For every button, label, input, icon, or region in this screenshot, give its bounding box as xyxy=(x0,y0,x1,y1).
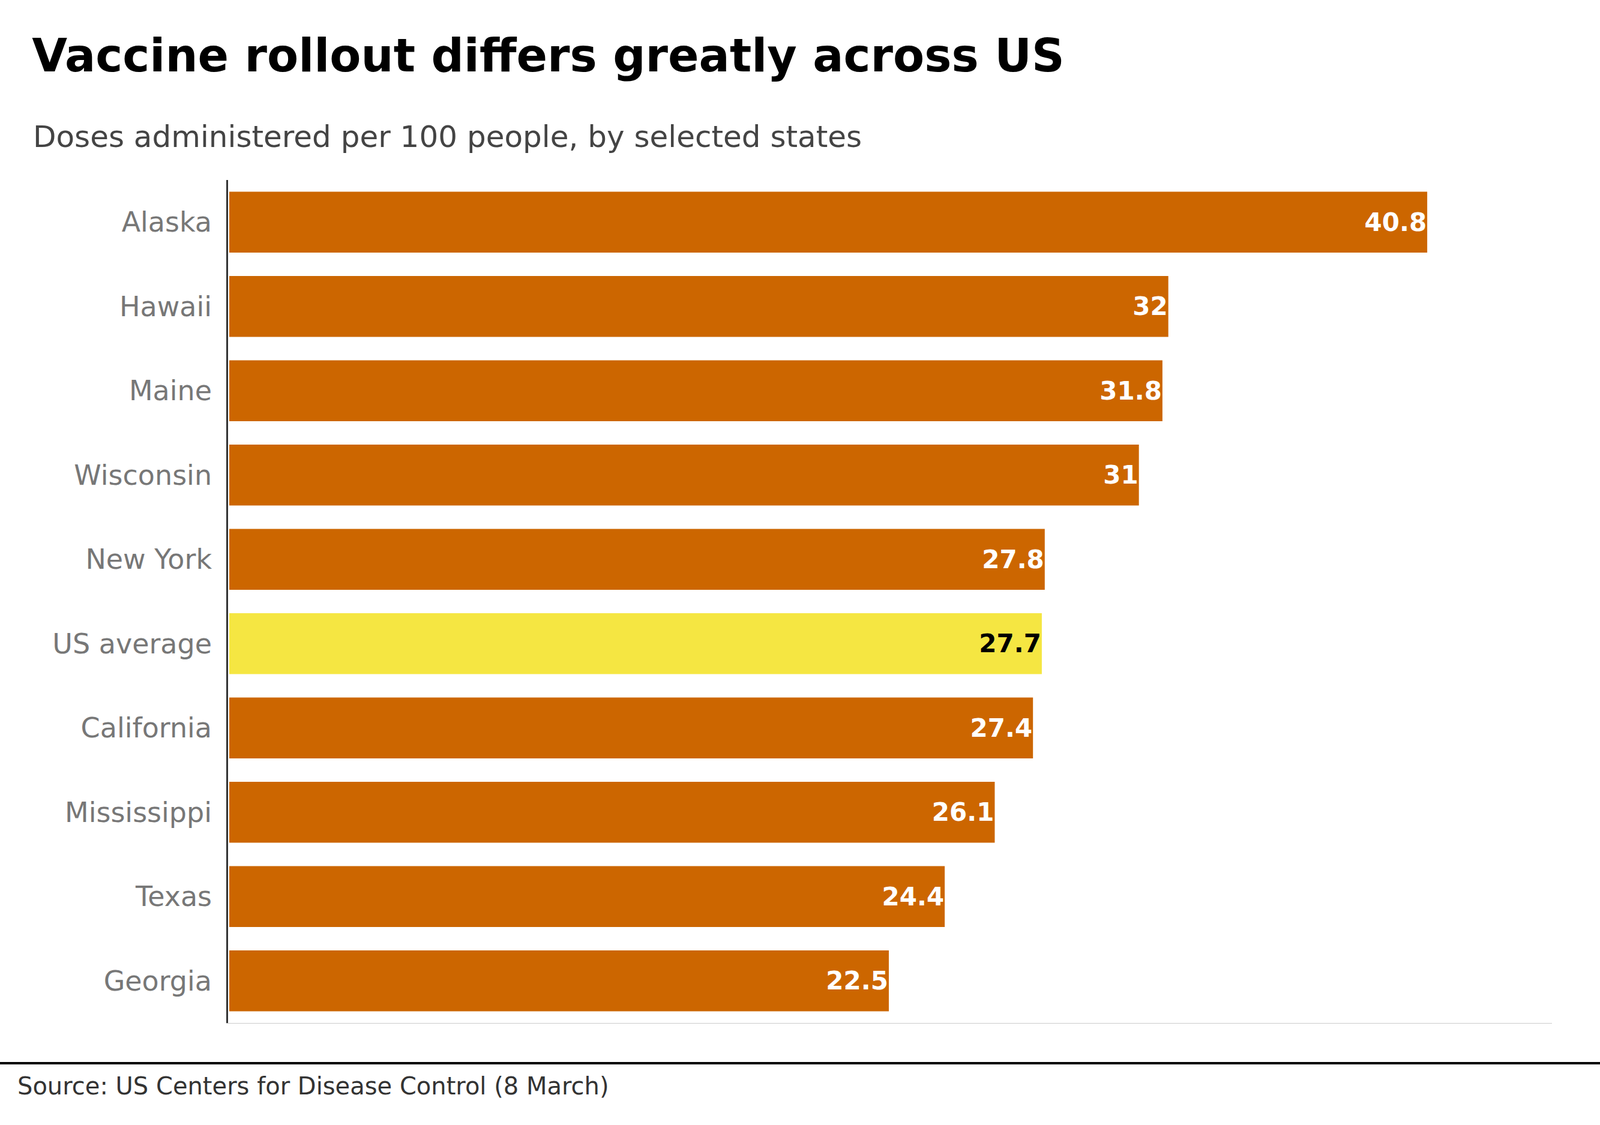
svg-text:24.4: 24.4 xyxy=(881,882,945,912)
svg-text:US average: US average xyxy=(52,627,212,661)
svg-text:Maine: Maine xyxy=(129,374,212,407)
svg-text:27.8: 27.8 xyxy=(981,544,1045,575)
svg-text:26.1: 26.1 xyxy=(932,797,995,828)
svg-text:Wisconsin: Wisconsin xyxy=(73,459,212,492)
svg-text:Source: US Centers for Disease: Source: US Centers for Disease Control (… xyxy=(17,1072,610,1101)
svg-text:22.5: 22.5 xyxy=(825,966,889,996)
svg-text:Hawaii: Hawaii xyxy=(119,290,212,323)
svg-text:31.8: 31.8 xyxy=(1099,376,1162,406)
svg-text:27.7: 27.7 xyxy=(978,628,1042,659)
svg-text:Texas: Texas xyxy=(135,880,212,913)
svg-text:Georgia: Georgia xyxy=(103,965,212,998)
svg-text:27.4: 27.4 xyxy=(970,713,1033,743)
svg-text:Doses administered per 100 peo: Doses administered per 100 people, by se… xyxy=(33,119,862,155)
svg-text:Alaska: Alaska xyxy=(121,205,212,239)
svg-text:32: 32 xyxy=(1132,291,1168,322)
svg-text:40.8: 40.8 xyxy=(1364,207,1427,238)
svg-text:Mississippi: Mississippi xyxy=(64,796,212,829)
svg-text:Vaccine rollout differs greatl: Vaccine rollout differs greatly across U… xyxy=(31,28,1065,83)
svg-text:New York: New York xyxy=(85,543,212,576)
svg-text:California: California xyxy=(81,711,212,745)
svg-text:31: 31 xyxy=(1103,460,1138,490)
